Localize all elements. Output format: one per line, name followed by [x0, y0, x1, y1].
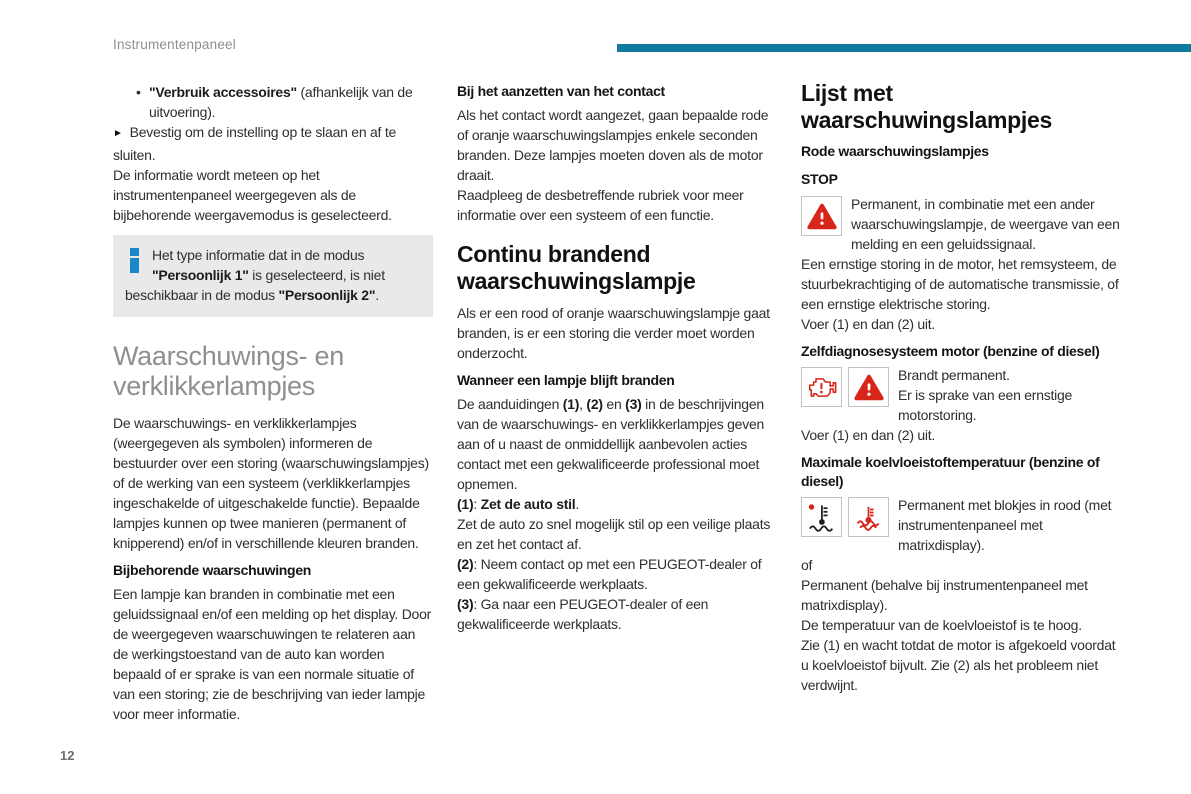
action-1: (1): Zet de auto stil. — [457, 496, 580, 512]
check-engine-glyph — [808, 377, 837, 397]
confirm-instruction-text: Bevestig om de instelling op te slaan en… — [113, 124, 396, 163]
running-header: Instrumentenpaneel — [113, 37, 236, 52]
subheading-coolant-temp: Maximale koelvloeistoftemperatuur (benzi… — [801, 454, 1100, 489]
warning-triangle-icon — [848, 367, 889, 407]
column-1: • "Verbruik accessoires" (afhankelijk va… — [113, 80, 433, 724]
column-3: Lijst met waarschuwingslampjes Rode waar… — [801, 80, 1121, 695]
paragraph: Brandt permanent. — [898, 367, 1010, 383]
subheading-related-warnings: Bijbehorende waarschuwingen — [113, 562, 312, 578]
warning-triangle-glyph — [806, 203, 837, 229]
arrow-marker: ► — [113, 128, 123, 139]
action-2: (2): Neem contact op met een PEUGEOT-dea… — [457, 556, 762, 592]
paragraph: Zie (1) en wacht totdat de motor is afge… — [801, 637, 1116, 693]
paragraph: De aanduidingen (1), (2) en (3) in de be… — [457, 396, 765, 492]
subheading-engine-selfdiag: Zelfdiagnosesysteem motor (benzine of di… — [801, 343, 1100, 359]
paragraph: Voer (1) en dan (2) uit. — [801, 427, 936, 443]
warning-triangle-icon — [801, 196, 842, 236]
paragraph: Permanent met blokjes in rood (met instr… — [898, 497, 1112, 553]
section-title-lamp-list: Lijst met waarschuwingslampjes — [801, 80, 1052, 133]
paragraph: Er is sprake van een ernstige motorstori… — [898, 387, 1073, 423]
coolant-temperature-red-glyph — [856, 506, 880, 531]
paragraph: Als het contact wordt aangezet, gaan bep… — [457, 107, 769, 183]
subheading-ignition-on: Bij het aanzetten van het contact — [457, 83, 665, 99]
section-title-continuous-lamp: Continu brandend waarschuwingslampje — [457, 241, 696, 294]
subheading-lamp-stays-on: Wanneer een lampje blijft branden — [457, 372, 675, 388]
info-icon-bar — [130, 258, 139, 273]
paragraph: De waarschuwings- en verklikkerlampjes (… — [113, 415, 429, 551]
bullet-item-text: "Verbruik accessoires" (afhankelijk van … — [149, 84, 413, 120]
bullet-marker: • — [136, 84, 141, 100]
paragraph: Zet de auto zo snel mogelijk stil op een… — [457, 516, 771, 552]
action-3: (3): Ga naar een PEUGEOT-dealer of een g… — [457, 596, 709, 632]
paragraph: Een ernstige storing in de motor, het re… — [801, 256, 1119, 312]
coolant-temperature-glyph — [808, 504, 834, 532]
warning-entry-selfdiag: Brandt permanent. Er is sprake van een e… — [801, 365, 1121, 445]
info-box: Het type informatie dat in de modus "Per… — [113, 235, 433, 317]
warning-entry-stop: Permanent, in combinatie met een ander w… — [801, 194, 1121, 334]
section-title-warning-lamps: Waarschuwings- en verklikkerlampjes — [113, 341, 344, 401]
content-columns: • "Verbruik accessoires" (afhankelijk va… — [113, 80, 1121, 724]
subheading-stop: STOP — [801, 171, 838, 187]
bullet-item: • "Verbruik accessoires" (afhankelijk va… — [113, 82, 433, 122]
paragraph: Een lampje kan branden in combinatie met… — [113, 586, 432, 722]
column-2: Bij het aanzetten van het contact Als he… — [457, 80, 777, 634]
paragraph: De informatie wordt meteen op het instru… — [113, 167, 392, 223]
paragraph: Als er een rood of oranje waarschuwingsl… — [457, 305, 770, 361]
page-number: 12 — [60, 748, 75, 763]
info-icon — [128, 248, 141, 273]
warning-triangle-glyph — [853, 374, 884, 400]
accent-bar — [617, 44, 1191, 52]
subheading-red-lamps: Rode waarschuwingslampjes — [801, 143, 989, 159]
paragraph: Permanent, in combinatie met een ander w… — [851, 196, 1120, 252]
info-box-text: Het type informatie dat in de modus "Per… — [125, 247, 385, 303]
paragraph: Voer (1) en dan (2) uit. — [801, 316, 936, 332]
paragraph: Permanent (behalve bij instrumentenpanee… — [801, 577, 1088, 613]
paragraph: De temperatuur van de koelvloeistof is t… — [801, 617, 1082, 633]
paragraph: Raadpleeg de desbetreffende rubriek voor… — [457, 187, 744, 223]
paragraph: of — [801, 557, 813, 573]
coolant-temperature-icon — [801, 497, 842, 537]
warning-entry-coolant: Permanent met blokjes in rood (met instr… — [801, 495, 1121, 695]
info-icon-dot — [130, 248, 139, 256]
confirm-instruction: ► Bevestig om de instelling op te slaan e… — [113, 122, 433, 165]
coolant-temperature-red-icon — [848, 497, 889, 537]
check-engine-icon — [801, 367, 842, 407]
